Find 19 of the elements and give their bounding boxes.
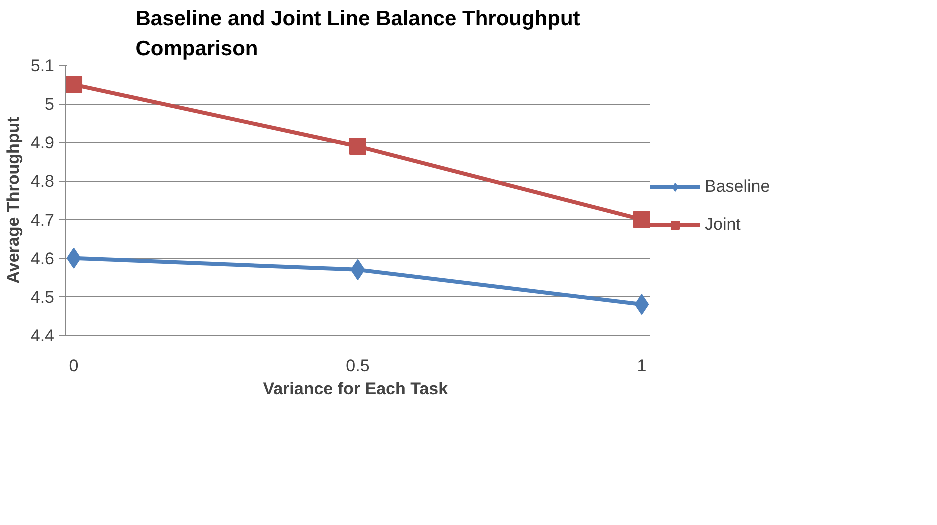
legend-label: Baseline [705, 177, 770, 197]
x-tick-label: 0 [69, 356, 79, 376]
x-axis-title: Variance for Each Task [263, 380, 449, 398]
y-tick-label: 5.1 [30, 56, 55, 76]
y-tick-label: 4.9 [30, 134, 55, 153]
y-tick-label: 4.6 [30, 249, 55, 268]
point [66, 76, 83, 94]
y-tick-label: 5 [45, 95, 55, 114]
chart-title: Baseline and Joint Line Balance Throughput Comparison [136, 8, 580, 60]
point [633, 211, 650, 228]
y-tick-label: 4.4 [30, 326, 55, 346]
x-tick-label: 1 [637, 356, 647, 376]
y-tick-label: 4.5 [30, 288, 55, 307]
y-axis-title: Average Throughput [4, 116, 23, 284]
y-tick-label: 4.8 [30, 172, 55, 192]
x-tick-label: 0.5 [346, 356, 370, 376]
y-tick-label: 4.7 [30, 210, 55, 230]
legend-label: Joint [705, 215, 742, 235]
point [350, 138, 366, 155]
